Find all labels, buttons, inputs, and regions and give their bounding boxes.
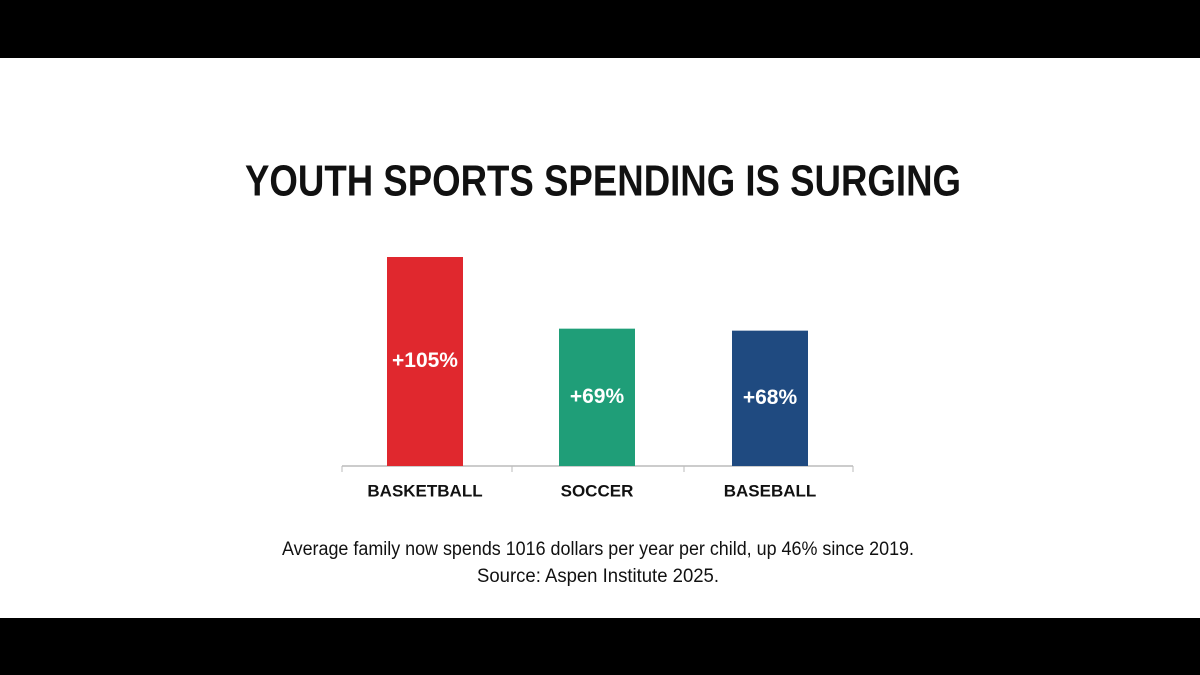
chart-title: YOUTH SPORTS SPENDING IS SURGING: [245, 157, 961, 206]
source: Source: Aspen Institute 2025.: [477, 566, 719, 587]
bar: [387, 257, 463, 466]
footnote: Average family now spends 1016 dollars p…: [282, 539, 914, 560]
x-tick-label: BASKETBALL: [367, 481, 482, 500]
x-tick-label: SOCCER: [561, 481, 634, 500]
value-label: +105%: [392, 349, 458, 372]
bar: [559, 328, 635, 466]
x-tick-label: BASEBALL: [724, 481, 817, 500]
bar: [732, 330, 808, 466]
value-label: +68%: [743, 386, 798, 409]
value-label: +69%: [570, 385, 625, 408]
